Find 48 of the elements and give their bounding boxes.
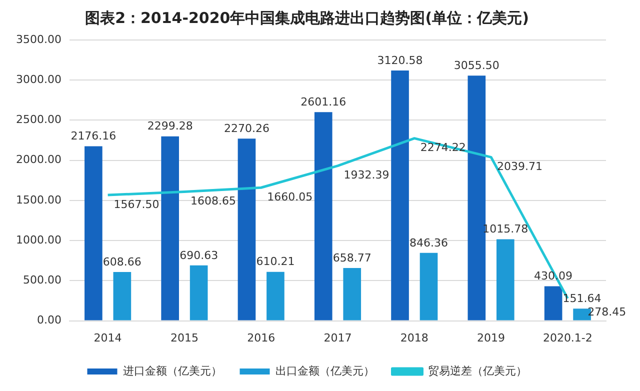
y-tick-label: 2500.00 <box>16 113 62 126</box>
bar <box>314 112 332 320</box>
data-label: 610.21 <box>256 255 295 268</box>
data-label: 1567.50 <box>114 198 160 211</box>
data-label: 690.63 <box>180 248 218 262</box>
chart-title: 图表2：2014-2020年中国集成电路进出口趋势图(单位：亿美元) <box>85 8 529 27</box>
legend-label: 出口金额（亿美元） <box>275 364 374 378</box>
data-label: 3055.50 <box>454 59 500 72</box>
legend-label: 贸易逆差（亿美元） <box>428 364 527 378</box>
bar <box>266 272 284 320</box>
bar <box>161 136 179 320</box>
data-label: 2299.28 <box>147 120 193 133</box>
x-tick-label: 2020.1-2 <box>542 331 592 344</box>
data-label: 2039.71 <box>497 160 543 174</box>
data-label: 1932.39 <box>344 168 390 182</box>
data-label: 658.77 <box>332 251 372 264</box>
bar <box>496 239 514 320</box>
y-tick-label: 1500.00 <box>16 193 62 206</box>
y-tick-label: 500.00 <box>22 274 62 287</box>
x-tick-label: 2015 <box>170 331 198 344</box>
bar <box>238 138 256 320</box>
data-label: 2176.16 <box>70 130 116 143</box>
data-label: 1660.05 <box>267 190 313 204</box>
data-label: 151.64 <box>562 292 602 305</box>
bar <box>420 252 438 320</box>
bar <box>84 146 102 320</box>
bar <box>190 265 208 320</box>
y-tick-label: 3000.00 <box>16 72 62 86</box>
x-tick-label: 2016 <box>247 331 276 344</box>
data-label: 2270.26 <box>224 122 270 136</box>
x-tick-label: 2014 <box>94 331 122 344</box>
y-tick-label: 3500.00 <box>16 32 62 46</box>
bar <box>343 268 362 320</box>
bar <box>113 272 132 320</box>
bar <box>544 286 562 320</box>
y-tick-label: 1000.00 <box>16 233 62 246</box>
y-tick-label: 2000.00 <box>16 153 62 166</box>
x-tick-label: 2017 <box>324 331 352 344</box>
y-tick-label: 0.00 <box>36 314 62 327</box>
data-label: 846.36 <box>410 236 448 250</box>
legend-label: 进口金额（亿美元） <box>122 364 222 378</box>
data-label: 608.66 <box>102 255 142 268</box>
x-tick-label: 2018 <box>400 331 428 344</box>
x-tick-label: 2019 <box>477 331 506 344</box>
bar <box>391 70 409 320</box>
data-label: 3120.58 <box>377 54 423 67</box>
data-label: 1608.65 <box>190 194 236 208</box>
data-label: 2601.16 <box>300 95 346 108</box>
